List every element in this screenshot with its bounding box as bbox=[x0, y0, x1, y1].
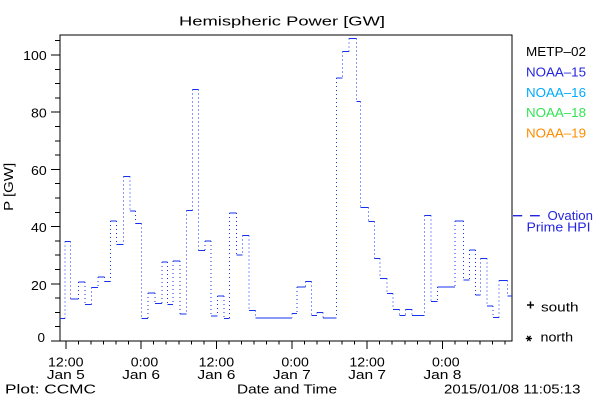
svg-text:north: north bbox=[541, 330, 574, 345]
svg-text:0:00: 0:00 bbox=[432, 354, 460, 369]
svg-text:P [GW]: P [GW] bbox=[1, 163, 16, 211]
svg-text:0: 0 bbox=[38, 330, 46, 345]
svg-text:60: 60 bbox=[31, 163, 47, 178]
svg-text:Date and Time: Date and Time bbox=[237, 382, 337, 397]
svg-text:12:00: 12:00 bbox=[199, 354, 235, 369]
svg-text:NOAA–18: NOAA–18 bbox=[526, 105, 586, 120]
svg-text:12:00: 12:00 bbox=[349, 354, 385, 369]
svg-text:12:00: 12:00 bbox=[48, 354, 84, 369]
svg-text:0:00: 0:00 bbox=[131, 354, 159, 369]
svg-text:0:00: 0:00 bbox=[281, 354, 309, 369]
svg-text:Jan 6: Jan 6 bbox=[197, 367, 235, 382]
svg-text:NOAA–19: NOAA–19 bbox=[526, 125, 586, 140]
svg-text:20: 20 bbox=[31, 278, 47, 293]
svg-text:40: 40 bbox=[31, 220, 47, 235]
svg-text:2015/01/08 11:05:13: 2015/01/08 11:05:13 bbox=[444, 381, 581, 396]
svg-text:Plot: CCMC: Plot: CCMC bbox=[5, 382, 96, 397]
svg-text:Jan 8: Jan 8 bbox=[423, 367, 461, 382]
svg-text:Jan 6: Jan 6 bbox=[122, 367, 160, 382]
svg-text:Jan 7: Jan 7 bbox=[348, 367, 386, 382]
svg-text:Hemispheric Power [GW]: Hemispheric Power [GW] bbox=[179, 14, 385, 29]
svg-text:NOAA–15: NOAA–15 bbox=[526, 65, 586, 80]
svg-text:80: 80 bbox=[31, 106, 47, 121]
svg-text:south: south bbox=[541, 299, 579, 314]
svg-text:Jan 5: Jan 5 bbox=[47, 367, 85, 382]
svg-text:Prime HPI: Prime HPI bbox=[527, 219, 591, 234]
svg-text:Jan 7: Jan 7 bbox=[273, 367, 311, 382]
svg-text:Ovation: Ovation bbox=[548, 208, 594, 223]
svg-text:100: 100 bbox=[23, 48, 47, 63]
svg-text:NOAA–16: NOAA–16 bbox=[526, 85, 586, 100]
svg-text:METP–02: METP–02 bbox=[526, 44, 586, 59]
